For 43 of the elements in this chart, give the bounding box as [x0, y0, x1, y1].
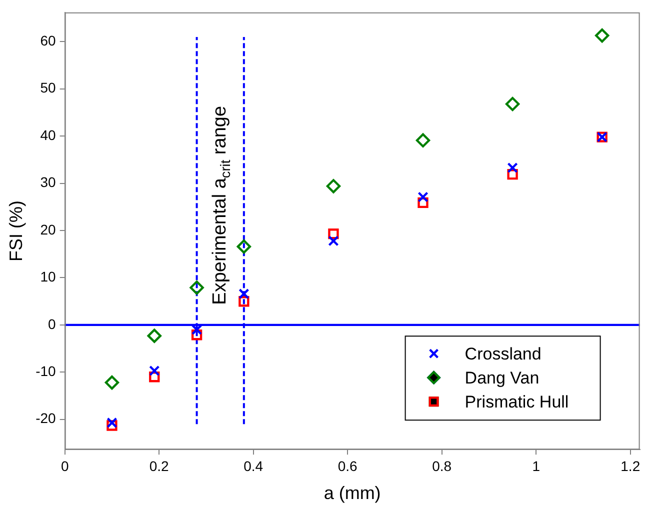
point [507, 162, 518, 174]
x-tick-label: 1.2 [620, 458, 640, 474]
point [238, 296, 250, 307]
point [507, 169, 518, 180]
point [418, 192, 428, 202]
point [416, 133, 430, 148]
point [595, 28, 610, 43]
y-tick-label: 30 [40, 174, 56, 190]
point [326, 179, 341, 194]
x-tick-label: 0.8 [432, 458, 452, 474]
y-tick-label: 50 [40, 80, 56, 96]
point [106, 420, 118, 431]
point [505, 96, 520, 112]
point [106, 417, 118, 428]
point [238, 288, 250, 300]
point [418, 197, 428, 208]
x-tick-label: 0.2 [149, 458, 170, 474]
point [191, 330, 202, 340]
x-tick-label: 1 [532, 458, 540, 474]
x-axis-title: a (mm) [324, 483, 381, 504]
point [149, 372, 160, 382]
point [149, 365, 160, 376]
point [236, 239, 252, 254]
y-tick-label: -10 [36, 363, 56, 380]
point [104, 375, 120, 390]
legend-label: Crossland [464, 344, 542, 364]
y-tick-label: 60 [40, 32, 56, 49]
y-axis-title: FSI (%) [6, 200, 26, 262]
point [328, 228, 339, 240]
legend-label: Prismatic Hull [464, 392, 569, 412]
annotation: Experimental acrit range [210, 106, 233, 305]
y-tick-label: -20 [36, 410, 56, 426]
x-tick-label: 0.4 [244, 458, 264, 474]
y-tick-label: 0 [48, 316, 56, 332]
x-tick-label: 0.6 [338, 458, 358, 474]
legend-label: Dang Van [464, 368, 540, 388]
x-tick-label: 0 [60, 458, 69, 474]
point [190, 280, 204, 295]
point [147, 328, 162, 343]
y-tick-label: 40 [40, 126, 56, 143]
y-tick-label: 10 [40, 268, 56, 285]
y-tick-label: 20 [40, 221, 56, 238]
point [328, 236, 339, 246]
